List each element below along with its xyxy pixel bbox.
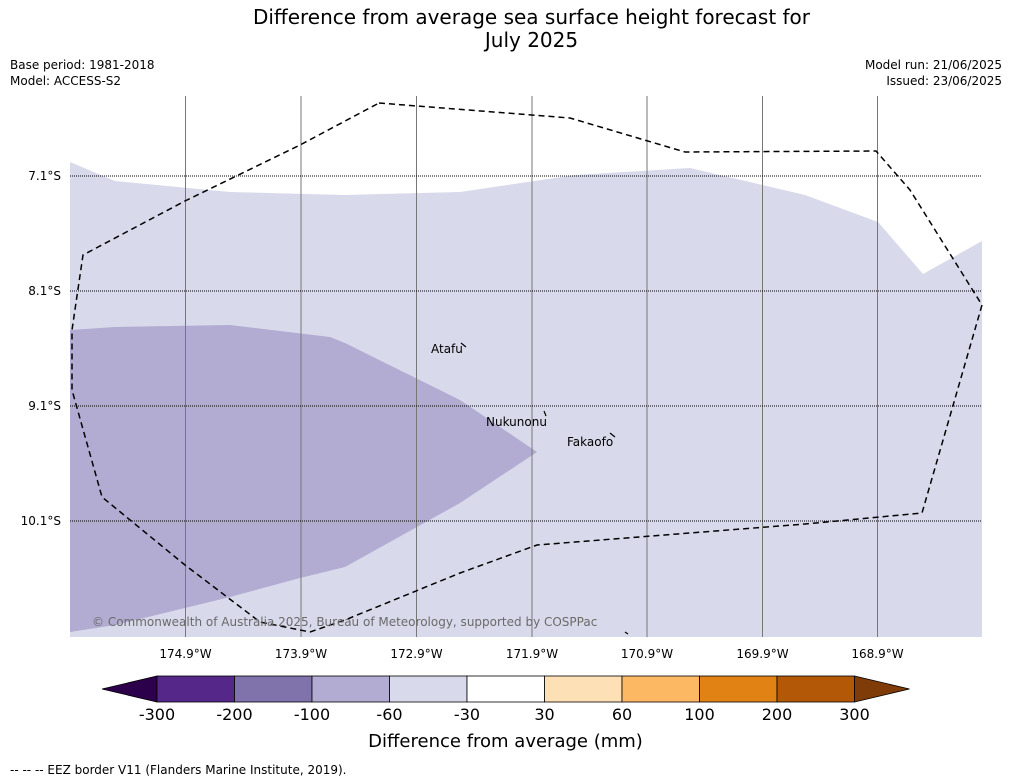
anomaly-band-medium [70, 325, 537, 632]
colorbar-tick: 200 [761, 705, 793, 724]
colorbar-segment [776, 675, 855, 703]
place-label-atafu: Atafu [431, 342, 463, 356]
longitude-label: 170.9°W [620, 647, 674, 661]
longitude-label: 172.9°W [390, 647, 443, 661]
meta-right: Model run: 21/06/2025 Issued: 23/06/2025 [865, 57, 1002, 89]
colorbar-tick: -100 [293, 705, 331, 724]
colorbar [101, 675, 910, 703]
longitude-label: 169.9°W [736, 647, 789, 661]
place-label-nukunonu: Nukunonu [486, 415, 547, 429]
colorbar-tick: 30 [534, 705, 555, 724]
meridian-lines [185, 96, 878, 637]
longitude-label: 173.9°W [274, 647, 328, 661]
latitude-label: 10.1°S [20, 514, 61, 528]
meta-left: Base period: 1981-2018 Model: ACCESS-S2 [10, 57, 155, 89]
colorbar-segment [156, 675, 235, 703]
longitude-label: 174.9°W [159, 647, 212, 661]
colorbar-segment [389, 675, 468, 703]
colorbar-tick: -200 [216, 705, 253, 724]
colorbar-extend-low [101, 675, 158, 703]
copyright-notice: © Commonwealth of Australia 2025, Bureau… [92, 615, 598, 629]
colorbar-extend-high [854, 675, 910, 703]
colorbar-tick: -60 [376, 705, 403, 724]
title-line-1: Difference from average sea surface heig… [252, 5, 811, 29]
colorbar-tick: 300 [839, 705, 870, 724]
base-period: Base period: 1981-2018 [10, 58, 155, 72]
parallel-lines [70, 175, 982, 522]
colorbar-segment [311, 675, 390, 703]
colorbar-label: Difference from average (mm) [368, 731, 643, 752]
title-line-2: July 2025 [484, 28, 579, 52]
eez-footnote: -- -- -- EEZ border V11 (Flanders Marine… [10, 763, 347, 777]
colorbar-tick: -300 [138, 705, 176, 724]
place-label-fakaofo: Fakaofo [567, 435, 614, 449]
colorbar-tick: -30 [453, 705, 481, 724]
colorbar-segment [621, 675, 700, 703]
latitude-label: 8.1°S [28, 284, 61, 298]
model-name: Model: ACCESS-S2 [10, 74, 122, 88]
atafu-island [460, 342, 467, 348]
issued-date: Issued: 23/06/2025 [886, 74, 1002, 88]
colorbar-segment [699, 675, 778, 703]
swains-island [624, 631, 629, 635]
colorbar-tick: 60 [611, 705, 633, 724]
latitude-label: 7.1°S [28, 169, 61, 183]
model-run: Model run: 21/06/2025 [864, 58, 1002, 72]
map-title: Difference from average sea surface heig… [0, 6, 1011, 52]
nukunonu-island [543, 410, 547, 417]
longitude-label: 168.9°W [851, 647, 904, 661]
colorbar-segment [234, 675, 313, 703]
latitude-label: 9.1°S [28, 399, 61, 413]
longitude-label: 171.9°W [505, 647, 559, 661]
colorbar-segment [466, 675, 545, 703]
fakaofo-island [609, 432, 616, 438]
colorbar-segment [544, 675, 623, 703]
colorbar-tick: 100 [684, 705, 715, 724]
